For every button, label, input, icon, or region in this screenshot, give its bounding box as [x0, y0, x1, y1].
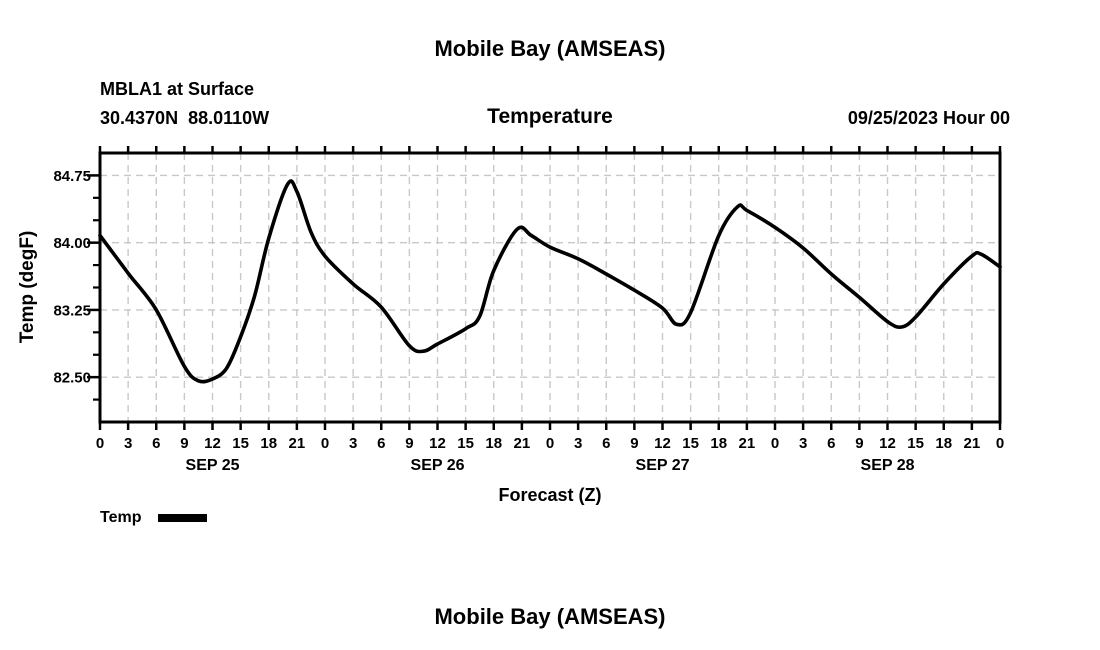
variable-title: Temperature — [487, 105, 613, 128]
chart-title: Mobile Bay (AMSEAS) — [434, 36, 666, 61]
temp-series-line — [98, 179, 1002, 384]
x-tick-label: 6 — [152, 435, 160, 452]
y-tick-label: 84.00 — [53, 235, 91, 252]
x-tick-label: 3 — [124, 435, 132, 452]
x-tick-label: 9 — [630, 435, 638, 452]
legend-line-swatch — [158, 514, 208, 522]
x-tick-label: 6 — [377, 435, 385, 452]
x-day-label: SEP 28 — [861, 457, 915, 474]
x-tick-label: 12 — [879, 435, 896, 452]
station-coordinates: 30.4370N 88.0110W — [100, 108, 270, 128]
x-tick-label: 18 — [935, 435, 952, 452]
x-day-label: SEP 25 — [186, 457, 240, 474]
x-tick-label: 0 — [996, 435, 1004, 452]
x-tick-label: 9 — [405, 435, 413, 452]
x-tick-label: 9 — [855, 435, 863, 452]
x-tick-label: 0 — [546, 435, 554, 452]
x-tick-label: 3 — [349, 435, 357, 452]
plot-border — [98, 151, 1002, 424]
legend-label: Temp — [100, 509, 142, 526]
x-day-label: SEP 26 — [411, 457, 465, 474]
x-tick-label: 18 — [485, 435, 502, 452]
x-tick-label: 0 — [771, 435, 779, 452]
x-tick-label: 21 — [964, 435, 981, 452]
x-tick-label: 6 — [827, 435, 835, 452]
station-name: MBLA1 at Surface — [100, 79, 255, 99]
x-tick-label: 15 — [232, 435, 249, 452]
legend: Temp — [100, 509, 208, 527]
x-tick-label: 15 — [907, 435, 924, 452]
x-tick-label: 15 — [682, 435, 699, 452]
x-tick-label: 12 — [429, 435, 446, 452]
x-tick-label: 12 — [204, 435, 221, 452]
x-tick-label: 0 — [96, 435, 104, 452]
x-tick-label: 15 — [457, 435, 474, 452]
y-tick-label: 84.75 — [53, 168, 91, 185]
x-tick-label: 18 — [710, 435, 727, 452]
x-tick-label: 21 — [739, 435, 756, 452]
x-tick-label: 21 — [514, 435, 531, 452]
x-day-label: SEP 27 — [636, 457, 690, 474]
x-axis-title: Forecast (Z) — [498, 485, 602, 505]
x-tick-label: 21 — [289, 435, 306, 452]
x-tick-label: 0 — [321, 435, 329, 452]
x-tick-label: 18 — [260, 435, 277, 452]
model-run-timestamp: 09/25/2023 Hour 00 — [847, 108, 1010, 128]
y-tick-label: 82.50 — [53, 370, 91, 387]
next-chart-title: Mobile Bay (AMSEAS) — [434, 604, 666, 629]
y-tick-label: 83.25 — [53, 302, 91, 319]
x-tick-label: 3 — [799, 435, 807, 452]
x-tick-label: 3 — [574, 435, 582, 452]
x-tick-label: 9 — [180, 435, 188, 452]
x-tick-label: 12 — [654, 435, 671, 452]
x-tick-label: 6 — [602, 435, 610, 452]
